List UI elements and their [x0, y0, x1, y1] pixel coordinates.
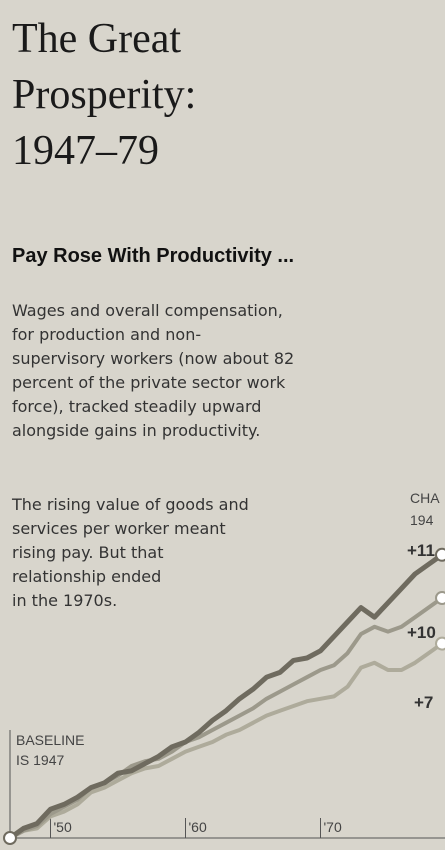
body-line: The rising value of goods and: [11, 495, 249, 514]
baseline-note: IS 1947: [16, 752, 64, 768]
end-marker: [435, 591, 445, 605]
title-line: Prosperity:: [12, 72, 196, 118]
series-line: [9, 641, 444, 840]
annotation: +11: [407, 541, 435, 560]
body-line: services per worker meant: [12, 519, 226, 538]
body-line: rising pay. But that: [12, 543, 163, 562]
annotation: +10: [407, 623, 436, 642]
end-marker: [435, 636, 445, 651]
x-tick-label: '60: [189, 819, 207, 835]
body-line: relationship ended: [12, 567, 161, 586]
start-marker: [3, 831, 17, 845]
annotation: CHA: [410, 490, 440, 506]
end-marker: [435, 547, 445, 562]
body-line: for production and non-: [12, 325, 201, 344]
annotation: 194: [410, 512, 434, 528]
body-line: percent of the private sector work: [12, 373, 286, 392]
body-line: supervisory workers (now about 82: [12, 349, 294, 368]
series-line: [9, 596, 444, 840]
subtitle: Pay Rose With Productivity ...: [12, 245, 294, 267]
annotation: +7: [414, 693, 433, 712]
baseline-note: BASELINE: [16, 732, 84, 748]
title-line: The Great: [12, 16, 181, 62]
body-line: force), tracked steadily upward: [12, 397, 261, 416]
title-line: 1947–79: [12, 128, 159, 174]
x-tick-label: '50: [54, 819, 72, 835]
body-line: Wages and overall compensation,: [12, 301, 283, 320]
x-tick-label: '70: [324, 819, 342, 835]
body-line: alongside gains in productivity.: [12, 421, 260, 440]
series-line: [8, 552, 444, 841]
body-line: in the 1970s.: [12, 591, 117, 610]
